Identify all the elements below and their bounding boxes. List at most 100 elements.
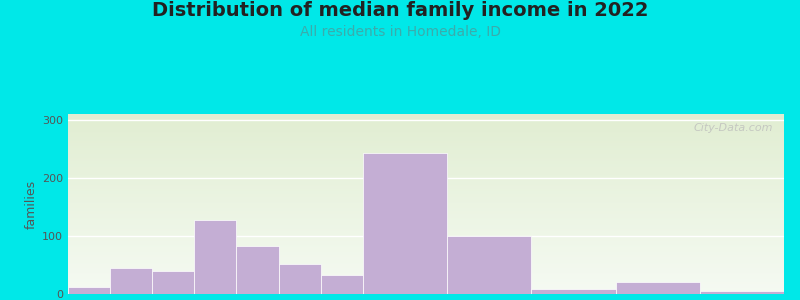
Bar <box>68 210 784 211</box>
Bar <box>68 255 784 256</box>
Bar <box>68 265 784 266</box>
Bar <box>68 143 784 144</box>
Bar <box>68 275 784 276</box>
Bar <box>68 144 784 145</box>
Bar <box>68 156 784 157</box>
Bar <box>68 223 784 224</box>
Bar <box>68 273 784 274</box>
Bar <box>68 262 784 263</box>
Bar <box>68 234 784 235</box>
Bar <box>68 233 784 234</box>
Bar <box>68 169 784 170</box>
Bar <box>68 165 784 166</box>
Bar <box>321 275 363 294</box>
Bar <box>68 166 784 167</box>
Bar <box>152 271 194 294</box>
Bar <box>194 220 237 294</box>
Bar <box>68 118 784 119</box>
Bar <box>68 213 784 214</box>
Bar <box>68 256 784 257</box>
Text: City-Data.com: City-Data.com <box>694 123 774 133</box>
Bar <box>68 287 784 288</box>
Bar <box>68 142 784 143</box>
Bar <box>68 242 784 243</box>
Bar <box>68 190 784 191</box>
Bar <box>68 207 784 208</box>
Bar <box>68 212 784 213</box>
Bar <box>68 132 784 133</box>
Bar <box>68 133 784 134</box>
Bar <box>68 230 784 231</box>
Bar <box>68 258 784 259</box>
Bar <box>68 253 784 254</box>
Bar <box>68 117 784 118</box>
Bar <box>68 243 784 244</box>
Bar <box>68 183 784 184</box>
Bar <box>68 154 784 155</box>
Bar <box>68 226 784 227</box>
Bar <box>68 194 784 195</box>
Bar <box>68 222 784 223</box>
Bar <box>110 268 152 294</box>
Bar <box>68 162 784 163</box>
Bar <box>278 264 321 294</box>
Bar <box>68 228 784 229</box>
Bar <box>68 205 784 206</box>
Bar <box>68 184 784 185</box>
Bar <box>68 185 784 186</box>
Bar <box>68 285 784 286</box>
Bar <box>68 221 784 222</box>
Bar <box>68 130 784 131</box>
Bar <box>68 178 784 179</box>
Bar <box>68 198 784 199</box>
Bar <box>68 158 784 159</box>
Bar <box>615 282 700 294</box>
Bar <box>68 283 784 284</box>
Bar <box>68 209 784 210</box>
Bar <box>68 173 784 174</box>
Bar <box>68 257 784 258</box>
Bar <box>68 141 784 142</box>
Bar <box>68 208 784 209</box>
Bar <box>68 271 784 272</box>
Bar <box>68 287 110 294</box>
Bar <box>68 246 784 247</box>
Bar <box>68 172 784 173</box>
Bar <box>68 288 784 289</box>
Bar <box>68 115 784 116</box>
Bar <box>68 146 784 147</box>
Bar <box>68 179 784 180</box>
Bar <box>68 241 784 242</box>
Bar <box>68 149 784 150</box>
Bar <box>68 204 784 205</box>
Bar <box>68 129 784 130</box>
Bar <box>68 163 784 164</box>
Bar <box>68 153 784 154</box>
Bar <box>68 135 784 136</box>
Bar <box>68 248 784 249</box>
Bar <box>68 151 784 152</box>
Bar <box>363 154 447 294</box>
Bar <box>68 152 784 153</box>
Bar <box>68 189 784 190</box>
Bar <box>68 160 784 161</box>
Bar <box>68 244 784 245</box>
Bar <box>68 186 784 187</box>
Bar <box>68 168 784 169</box>
Bar <box>68 134 784 135</box>
Bar <box>68 138 784 139</box>
Bar <box>68 274 784 275</box>
Bar <box>68 219 784 220</box>
Bar <box>68 196 784 197</box>
Bar <box>68 250 784 251</box>
Bar <box>68 218 784 219</box>
Bar <box>68 170 784 171</box>
Bar <box>68 232 784 233</box>
Bar <box>68 239 784 240</box>
Bar <box>68 270 784 271</box>
Bar <box>68 264 784 265</box>
Bar <box>68 116 784 117</box>
Bar <box>68 260 784 261</box>
Bar <box>68 201 784 202</box>
Bar <box>68 290 784 291</box>
